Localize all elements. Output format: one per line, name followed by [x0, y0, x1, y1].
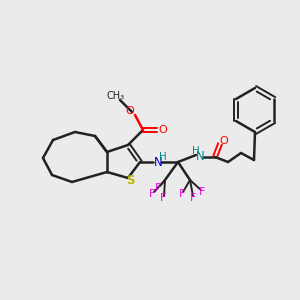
Text: N: N [196, 151, 204, 164]
Text: F: F [199, 187, 205, 197]
Text: O: O [220, 136, 228, 146]
Text: N: N [154, 155, 162, 169]
Text: F: F [190, 193, 196, 203]
Text: O: O [126, 106, 134, 116]
Text: F: F [179, 189, 185, 199]
Text: O: O [159, 125, 167, 135]
Text: S: S [126, 173, 134, 187]
Text: H: H [192, 146, 200, 156]
Text: F: F [160, 193, 166, 203]
Text: H: H [159, 152, 167, 162]
Text: F: F [155, 183, 161, 193]
Text: CH₃: CH₃ [107, 91, 125, 101]
Text: F: F [149, 189, 155, 199]
